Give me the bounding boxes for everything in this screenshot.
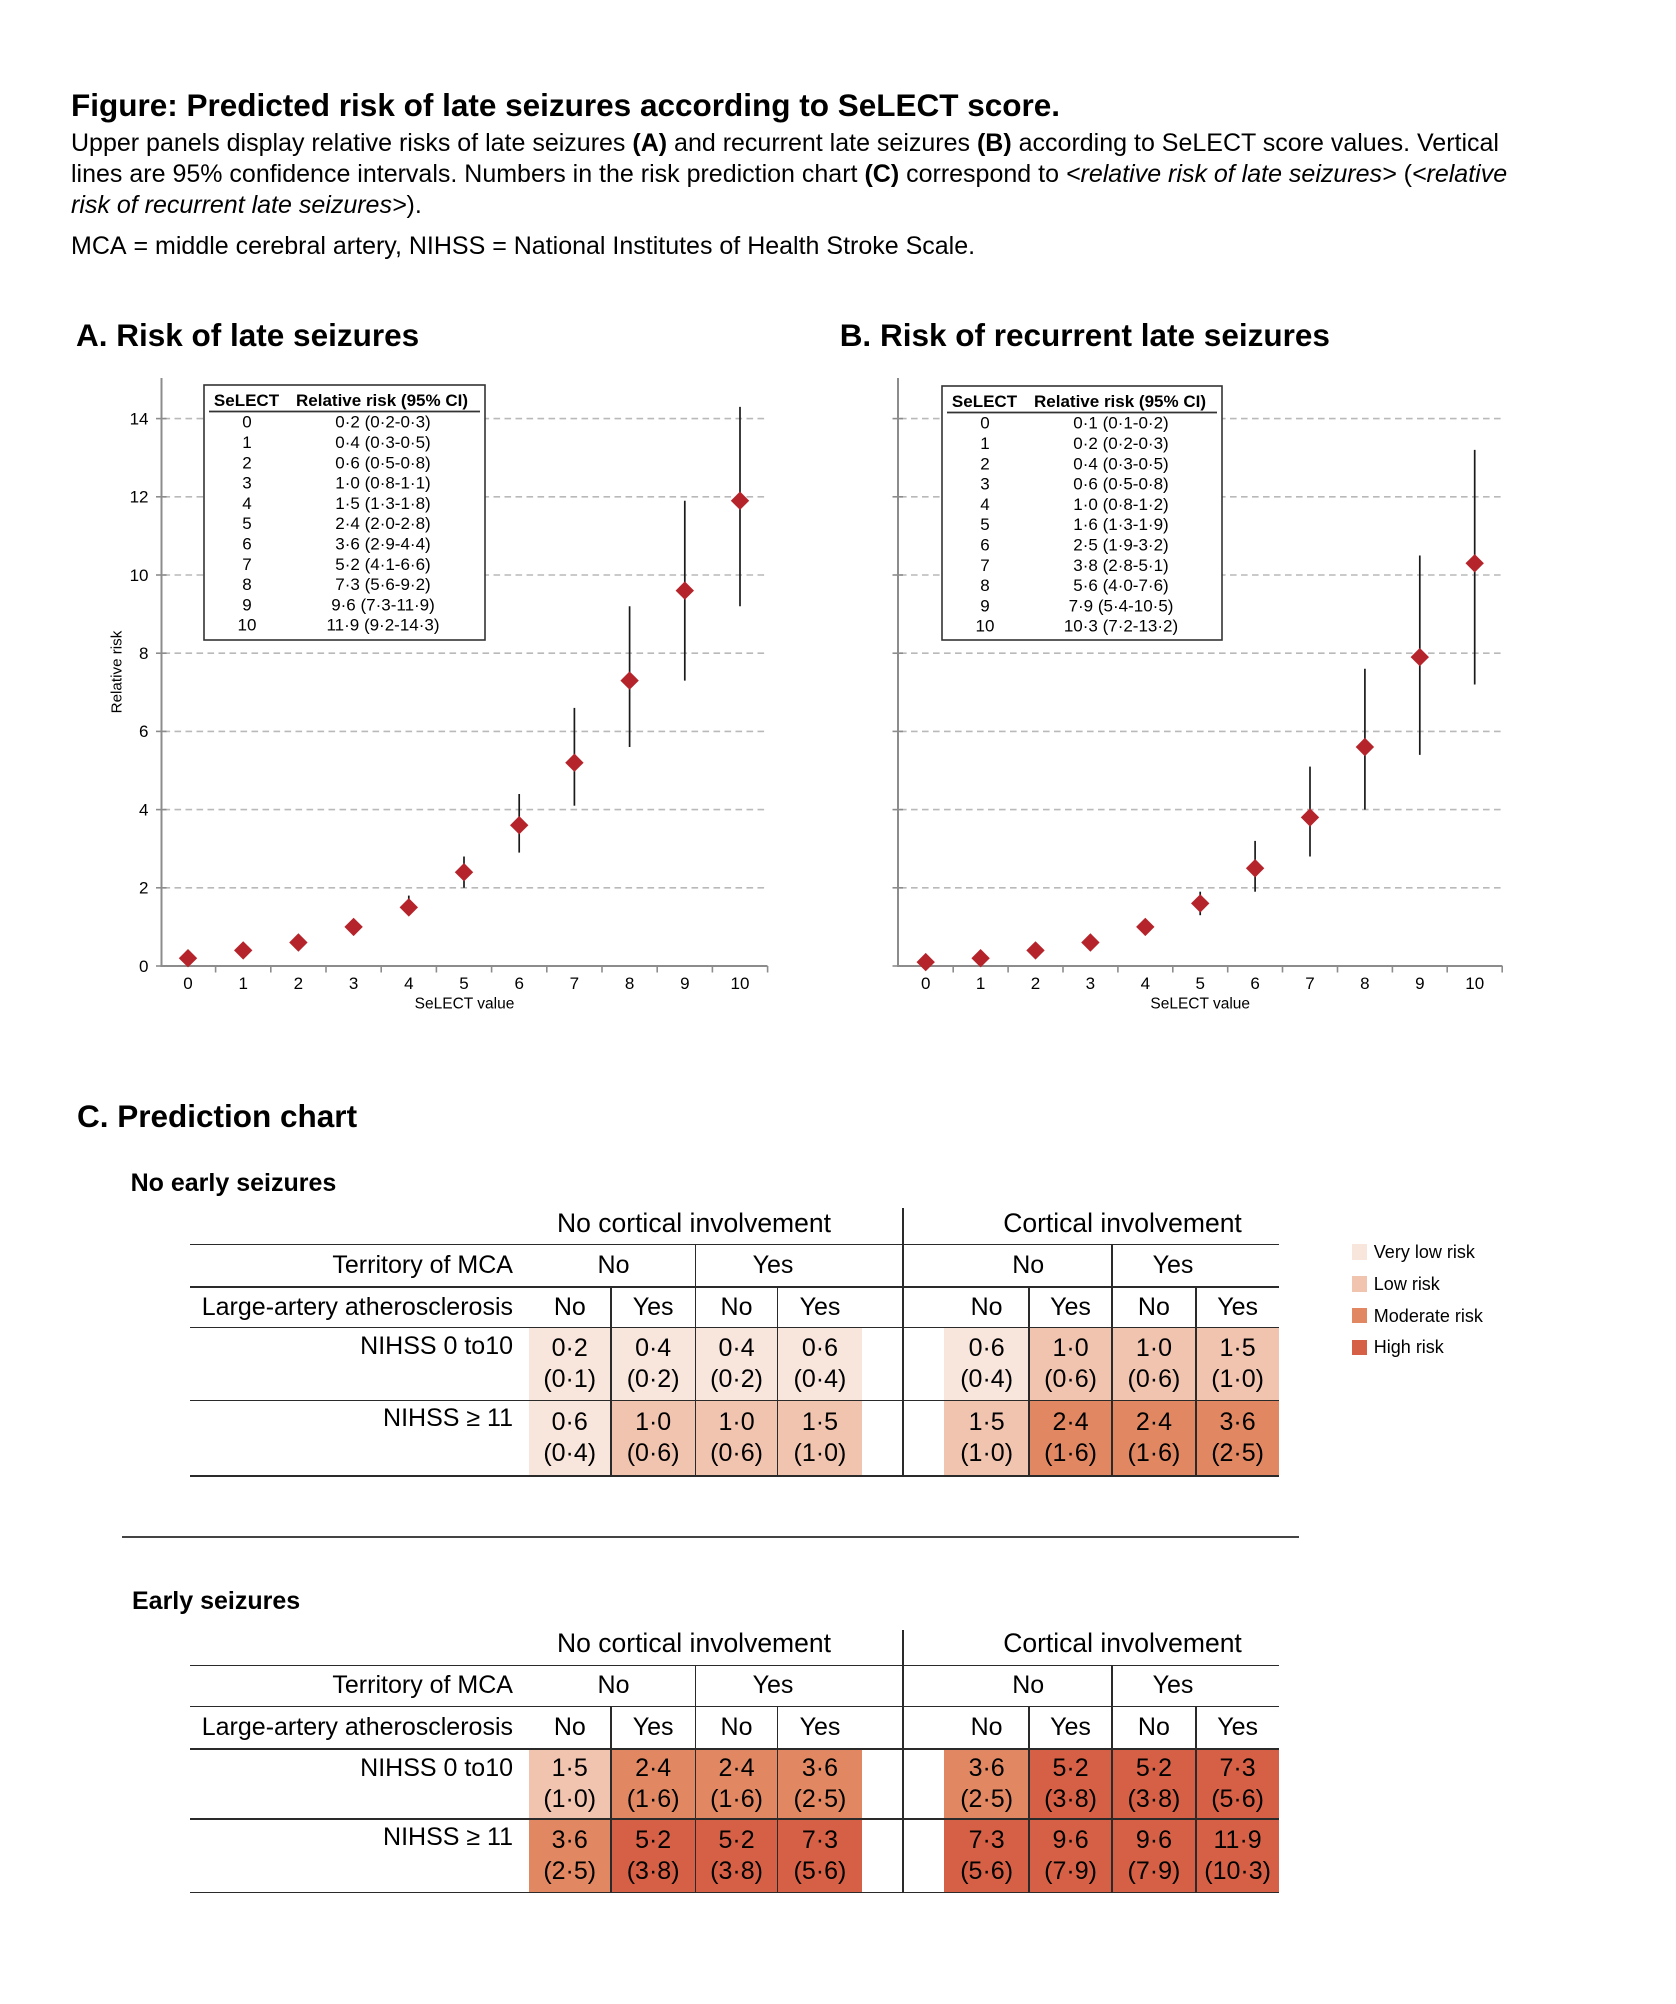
- svg-text:10: 10: [731, 974, 750, 993]
- svg-text:3·8 (2·8-5·1): 3·8 (2·8-5·1): [1073, 556, 1168, 575]
- svg-text:11·9 (9·2-14·3): 11·9 (9·2-14·3): [326, 616, 439, 635]
- svg-text:9: 9: [980, 596, 989, 615]
- svg-text:6: 6: [139, 722, 148, 741]
- svg-text:3: 3: [980, 475, 989, 494]
- svg-text:8: 8: [625, 974, 634, 993]
- svg-text:0: 0: [921, 974, 930, 993]
- svg-text:6: 6: [514, 974, 523, 993]
- svg-text:3: 3: [349, 974, 358, 993]
- svg-text:0: 0: [139, 957, 148, 976]
- svg-text:5: 5: [242, 514, 251, 533]
- svg-text:Relative risk: Relative risk: [109, 630, 126, 713]
- svg-text:4: 4: [139, 800, 148, 819]
- svg-text:10·3 (7·2-13·2): 10·3 (7·2-13·2): [1064, 617, 1178, 636]
- svg-text:0: 0: [242, 413, 251, 432]
- svg-text:1: 1: [980, 434, 989, 453]
- svg-text:0·4 (0·3-0·5): 0·4 (0·3-0·5): [1073, 454, 1168, 473]
- svg-text:8: 8: [1360, 974, 1369, 993]
- svg-text:7: 7: [570, 974, 579, 993]
- svg-text:0: 0: [980, 414, 989, 433]
- svg-text:10: 10: [976, 617, 995, 636]
- svg-text:10: 10: [238, 616, 257, 635]
- svg-text:8: 8: [242, 575, 251, 594]
- svg-text:7: 7: [1305, 974, 1314, 993]
- svg-text:1: 1: [976, 974, 985, 993]
- svg-text:2: 2: [242, 453, 251, 472]
- svg-text:2: 2: [294, 974, 303, 993]
- svg-text:4: 4: [1141, 974, 1150, 993]
- svg-text:9: 9: [680, 974, 689, 993]
- svg-text:SeLECT: SeLECT: [214, 391, 280, 410]
- svg-text:6: 6: [1250, 974, 1259, 993]
- svg-text:3·6 (2·9-4·4): 3·6 (2·9-4·4): [335, 535, 430, 554]
- svg-text:7·3 (5·6-9·2): 7·3 (5·6-9·2): [335, 575, 430, 594]
- svg-text:2·5 (1·9-3·2): 2·5 (1·9-3·2): [1073, 536, 1168, 555]
- svg-text:SeLECT value: SeLECT value: [1150, 996, 1250, 1013]
- svg-text:6: 6: [980, 536, 989, 555]
- svg-text:4: 4: [404, 974, 413, 993]
- svg-text:SeLECT: SeLECT: [952, 392, 1018, 411]
- svg-text:10: 10: [1465, 974, 1484, 993]
- svg-text:1·0 (0·8-1·2): 1·0 (0·8-1·2): [1073, 495, 1168, 514]
- svg-text:0·2 (0·2-0·3): 0·2 (0·2-0·3): [1073, 434, 1168, 453]
- svg-text:0·4 (0·3-0·5): 0·4 (0·3-0·5): [335, 433, 430, 452]
- svg-text:7: 7: [242, 555, 251, 574]
- svg-text:0: 0: [183, 974, 192, 993]
- svg-text:14: 14: [130, 409, 149, 428]
- svg-text:9: 9: [1415, 974, 1424, 993]
- svg-text:2: 2: [139, 879, 148, 898]
- svg-text:1·5 (1·3-1·8): 1·5 (1·3-1·8): [335, 494, 430, 513]
- svg-text:7·9 (5·4-10·5): 7·9 (5·4-10·5): [1069, 596, 1174, 615]
- svg-text:0·6 (0·5-0·8): 0·6 (0·5-0·8): [335, 453, 430, 472]
- svg-text:Relative risk (95% CI): Relative risk (95% CI): [296, 391, 468, 410]
- svg-text:1·0 (0·8-1·1): 1·0 (0·8-1·1): [335, 474, 430, 493]
- svg-text:1·6 (1·3-1·9): 1·6 (1·3-1·9): [1073, 515, 1168, 534]
- svg-text:2: 2: [980, 454, 989, 473]
- svg-text:9·6 (7·3-11·9): 9·6 (7·3-11·9): [331, 595, 435, 614]
- svg-text:5·6 (4·0-7·6): 5·6 (4·0-7·6): [1073, 576, 1168, 595]
- svg-text:5: 5: [459, 974, 468, 993]
- svg-text:SeLECT value: SeLECT value: [415, 996, 515, 1013]
- svg-text:8: 8: [139, 644, 148, 663]
- svg-text:9: 9: [242, 595, 251, 614]
- svg-text:4: 4: [242, 494, 251, 513]
- svg-text:0·2 (0·2-0·3): 0·2 (0·2-0·3): [335, 413, 430, 432]
- svg-text:10: 10: [130, 566, 149, 585]
- svg-text:5: 5: [980, 515, 989, 534]
- svg-text:0·6 (0·5-0·8): 0·6 (0·5-0·8): [1073, 475, 1168, 494]
- svg-text:6: 6: [242, 535, 251, 554]
- svg-text:12: 12: [130, 488, 149, 507]
- svg-text:1: 1: [242, 433, 251, 452]
- svg-text:2·4 (2·0-2·8): 2·4 (2·0-2·8): [335, 514, 430, 533]
- svg-text:Relative risk (95% CI): Relative risk (95% CI): [1034, 392, 1206, 411]
- svg-text:5·2 (4·1-6·6): 5·2 (4·1-6·6): [335, 555, 430, 574]
- svg-text:3: 3: [1086, 974, 1095, 993]
- svg-text:7: 7: [980, 556, 989, 575]
- svg-text:5: 5: [1195, 974, 1204, 993]
- svg-text:3: 3: [242, 474, 251, 493]
- svg-text:0·1 (0·1-0·2): 0·1 (0·1-0·2): [1073, 414, 1168, 433]
- svg-text:4: 4: [980, 495, 989, 514]
- svg-text:2: 2: [1031, 974, 1040, 993]
- svg-text:1: 1: [238, 974, 247, 993]
- svg-text:8: 8: [980, 576, 989, 595]
